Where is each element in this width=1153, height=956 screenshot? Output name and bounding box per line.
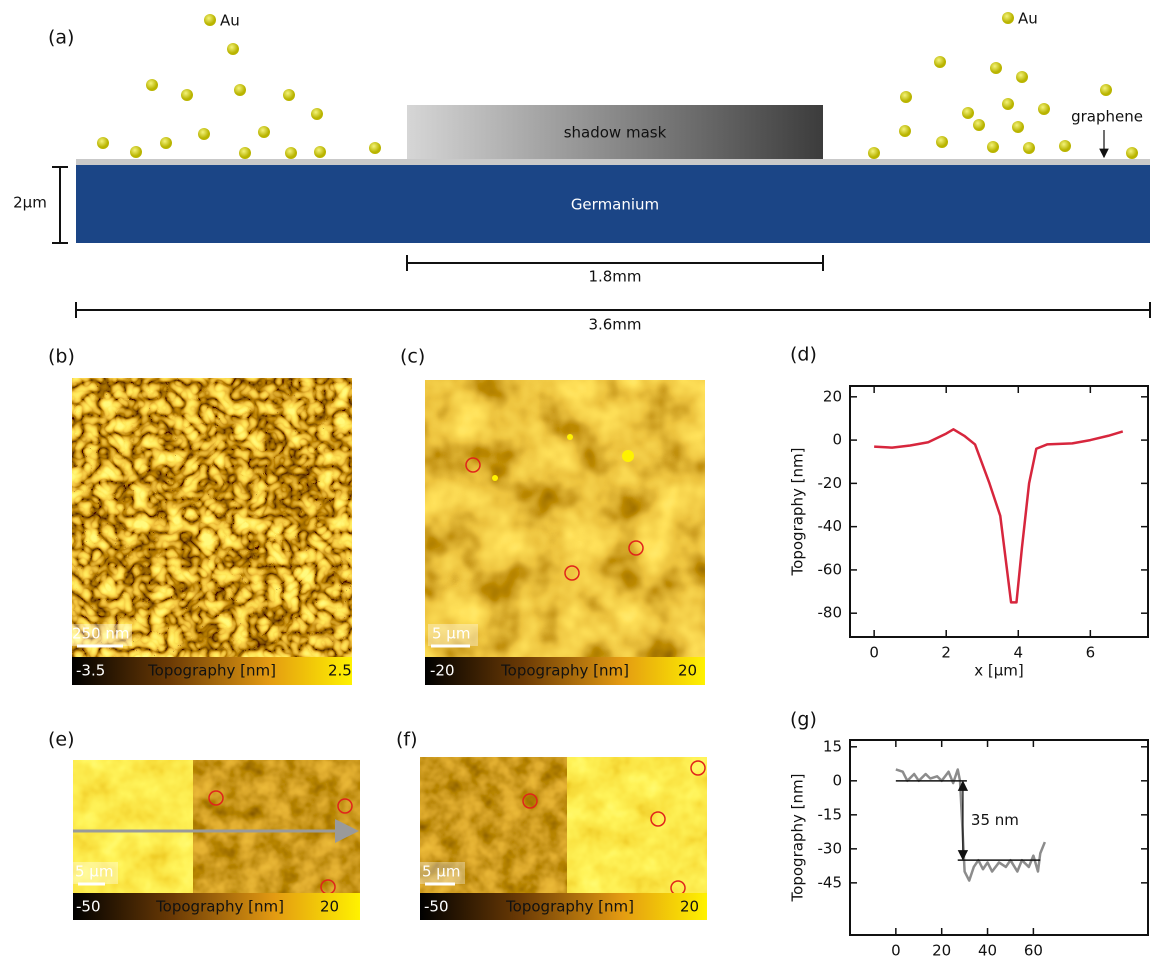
x-tick-label: 60 — [1024, 942, 1043, 956]
y-tick-label: -30 — [818, 839, 843, 857]
plot-frame — [850, 740, 1148, 935]
colorbar-max: 20 — [320, 898, 339, 916]
afm-c: (c) 5 µm -20 Topography [nm] 20 — [400, 346, 705, 686]
scale-bar-label: 5 µm — [422, 863, 460, 881]
colorbar-min: -50 — [76, 898, 101, 916]
afm-image — [193, 760, 360, 893]
label: graphene — [1071, 108, 1143, 126]
annotation: 35 nm — [971, 811, 1019, 829]
y-tick-label: 0 — [832, 431, 842, 449]
x-tick-label: 40 — [978, 942, 997, 956]
panel-label: (f) — [396, 729, 418, 751]
y-tick-label: 15 — [823, 737, 842, 755]
scale-bar-label: 5 µm — [432, 625, 470, 643]
afm-image — [567, 757, 707, 893]
colorbar-min: -50 — [424, 898, 449, 916]
colorbar-label: Topography [nm] — [155, 898, 284, 916]
label: 2µm — [13, 194, 47, 212]
panel-label: (g) — [790, 709, 817, 731]
x-tick-label: 2 — [941, 644, 951, 662]
x-tick-label: 4 — [1014, 644, 1024, 662]
y-tick-label: -15 — [818, 805, 843, 823]
colorbar-label: Topography [nm] — [147, 662, 276, 680]
figure: (a) Au Au shadow mask Germanium graphene… — [0, 0, 1153, 956]
label: Au — [220, 12, 240, 30]
y-axis-label: Topography [nm] — [789, 774, 807, 903]
scale-bar-label: 250 nm — [72, 625, 130, 643]
x-tick-label: 20 — [932, 942, 951, 956]
y-axis-label: Topography [nm] — [789, 448, 807, 577]
x-tick-label: 0 — [869, 644, 879, 662]
colorbar-min: -3.5 — [76, 662, 105, 680]
afm-f: (f) 5 µm -50 Topography [nm] 20 — [396, 729, 707, 921]
panel-label: (b) — [48, 346, 75, 368]
x-axis-label: x [µm] — [974, 662, 1024, 680]
colorbar-max: 2.5 — [328, 662, 352, 680]
x-tick-label: 0 — [891, 942, 901, 956]
panel-label: (d) — [790, 344, 817, 366]
label: 3.6mm — [588, 316, 641, 334]
colorbar-label: Topography [nm] — [505, 898, 634, 916]
label: Au — [1018, 10, 1038, 28]
panel-label: (c) — [400, 346, 425, 368]
graphene-layer — [76, 159, 1150, 165]
label: Germanium — [571, 196, 659, 214]
label: 1.8mm — [588, 268, 641, 286]
y-tick-label: 0 — [832, 771, 842, 789]
colorbar-min: -20 — [430, 662, 455, 680]
data-line — [874, 429, 1123, 602]
label: shadow mask — [564, 124, 667, 142]
y-tick-label: -80 — [818, 604, 843, 622]
y-tick-label: -40 — [818, 517, 843, 535]
y-tick-label: -60 — [818, 560, 843, 578]
colorbar-label: Topography [nm] — [500, 662, 629, 680]
afm-e: (e) 5 µm -50 Topography [nm] 20 — [48, 729, 360, 921]
panel-label: (e) — [48, 729, 75, 751]
y-tick-label: -45 — [818, 873, 843, 891]
panel-label: (a) — [48, 27, 74, 49]
scale-bar-label: 5 µm — [75, 863, 113, 881]
colorbar-max: 20 — [678, 662, 697, 680]
y-tick-label: -20 — [818, 474, 843, 492]
page: {"schematic": {"panel_label": "(a)", "au… — [0, 0, 1153, 956]
afm-image — [72, 378, 352, 657]
afm-b: (b) 250 nm -3.5 Topography [nm] 2.5 — [48, 346, 352, 686]
afm-image — [425, 380, 705, 657]
schematic: (a) Au Au shadow mask Germanium graphene… — [13, 10, 1150, 334]
x-tick-label: 6 — [1086, 644, 1096, 662]
y-tick-label: 20 — [823, 387, 842, 405]
colorbar-max: 20 — [680, 898, 699, 916]
